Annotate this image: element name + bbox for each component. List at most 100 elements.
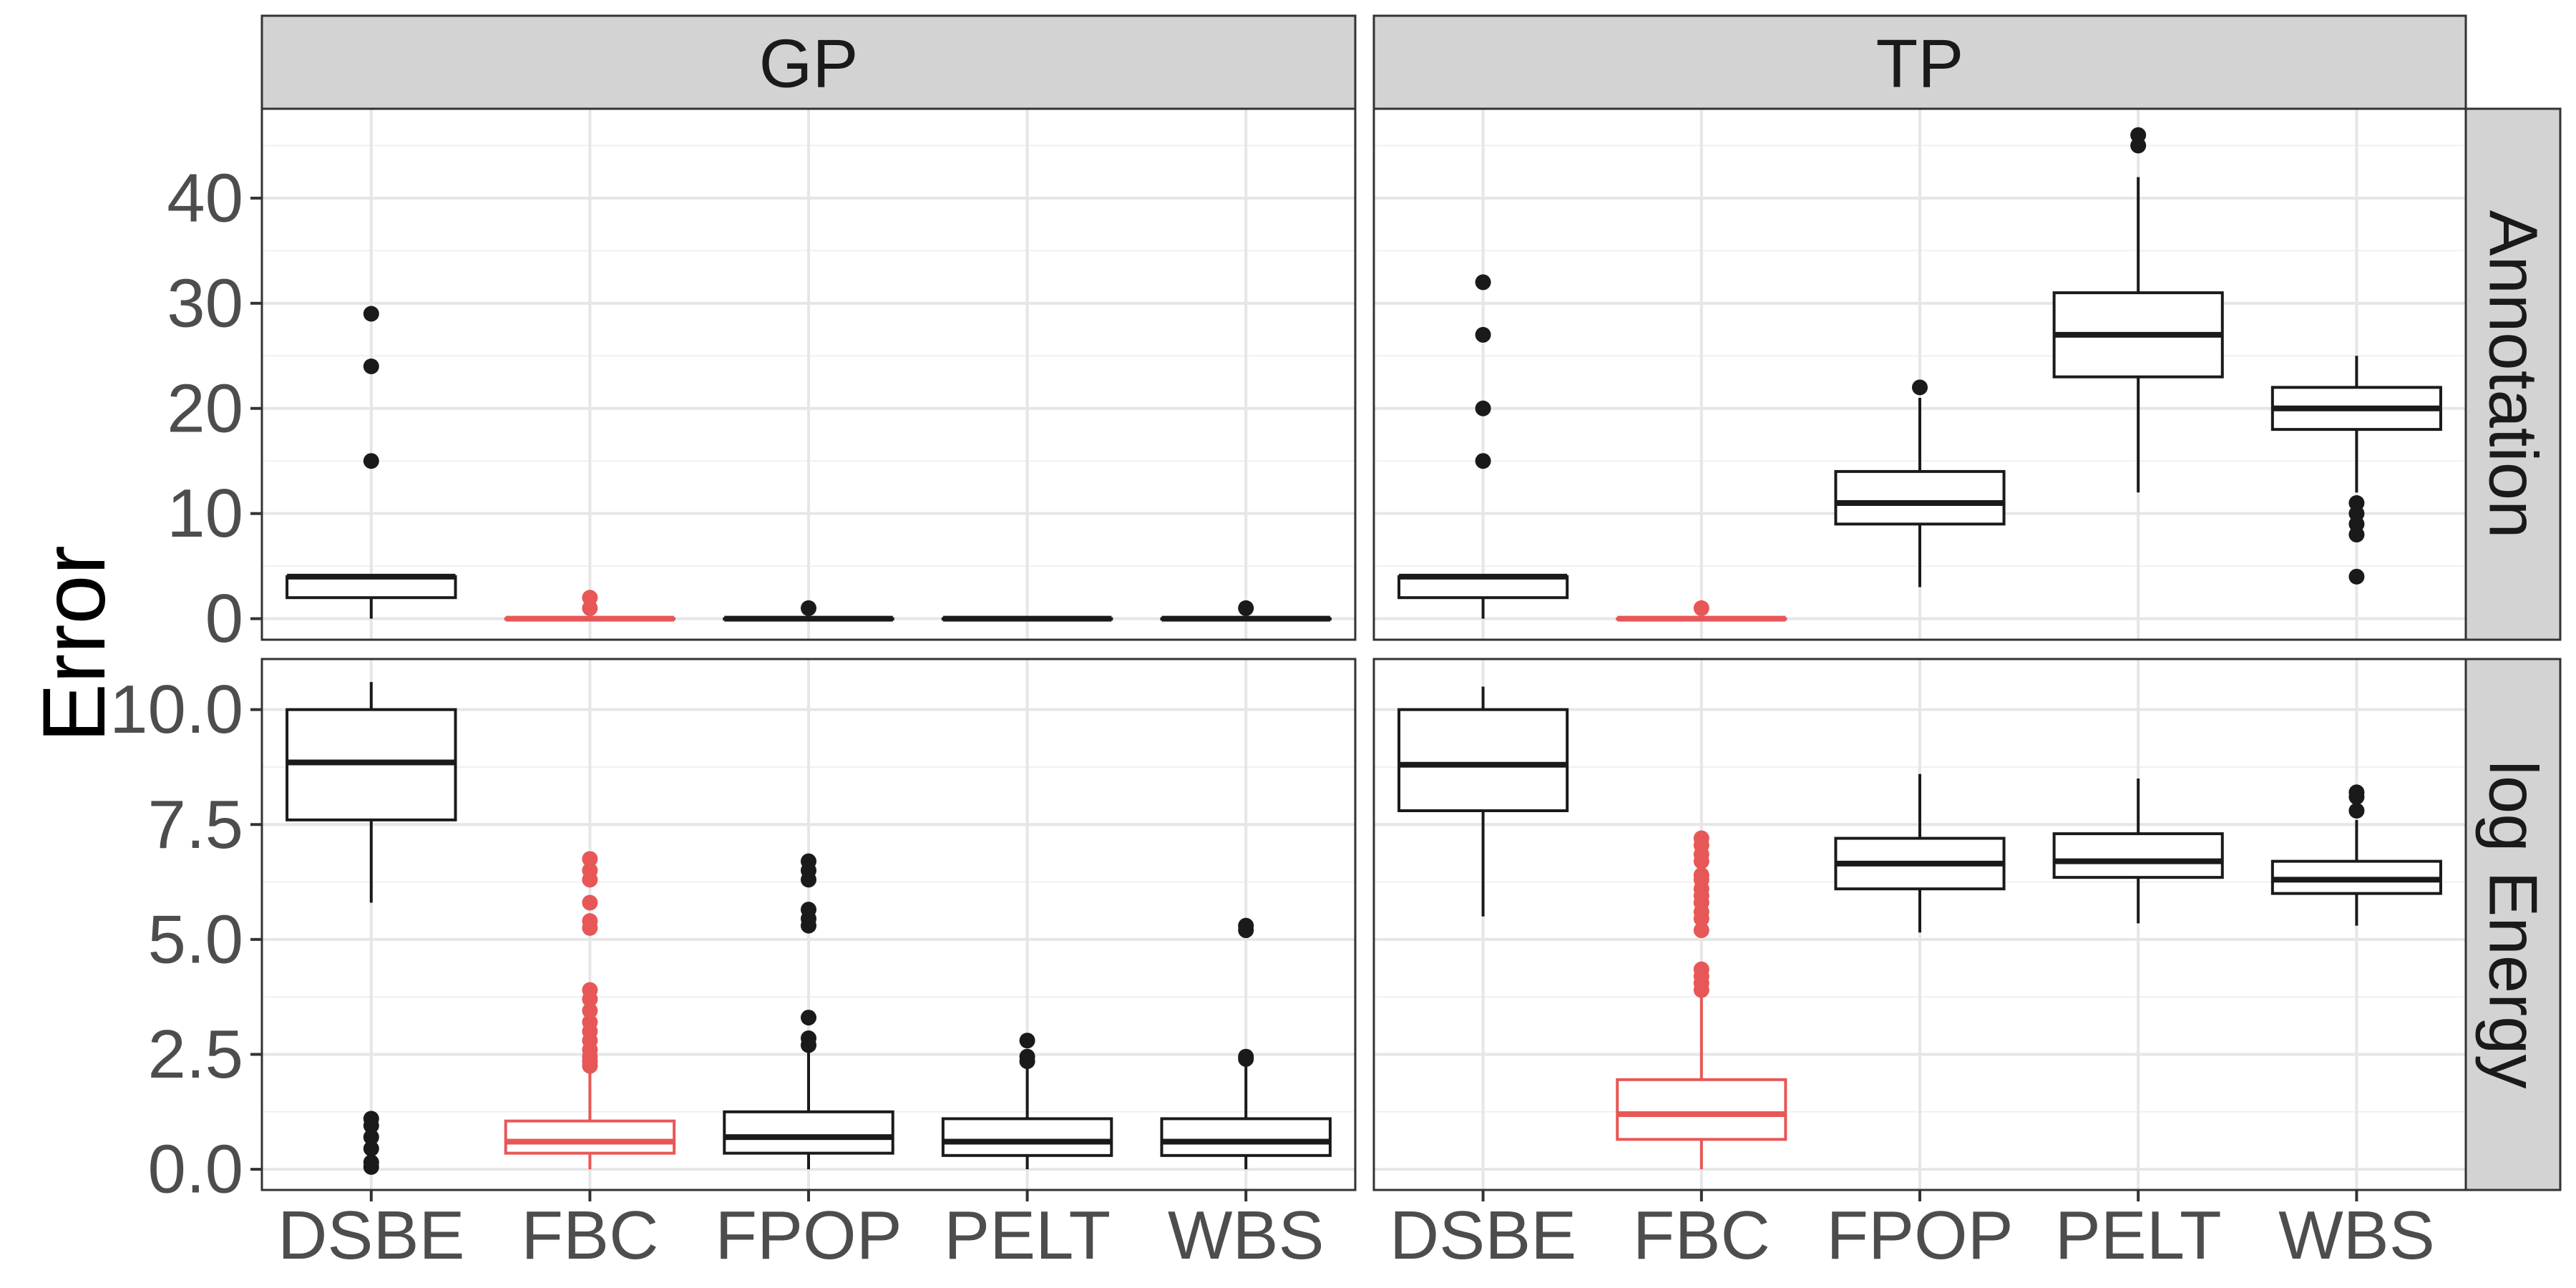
y-tick-label-log-energy: 5.0 bbox=[148, 901, 243, 977]
outlier-point bbox=[1475, 274, 1491, 291]
outlier-point bbox=[363, 453, 379, 469]
box-body bbox=[1160, 1117, 1332, 1157]
x-tick-label-wbs: WBS bbox=[2278, 1197, 2435, 1274]
box-wbs-tp-log-energy bbox=[2270, 784, 2442, 926]
box-body bbox=[1397, 708, 1569, 813]
panel-gp-log-energy bbox=[260, 658, 1357, 1191]
y-tick-label-log-energy: 0.0 bbox=[148, 1131, 243, 1208]
outlier-point bbox=[1475, 400, 1491, 416]
outlier-point bbox=[1475, 326, 1491, 343]
outlier-point bbox=[363, 358, 379, 374]
outlier-point bbox=[582, 590, 598, 606]
outlier-point bbox=[1019, 1048, 1035, 1065]
outlier-point bbox=[363, 1129, 379, 1146]
axis-layer: 0 10 20 30 40 0.0 2.5 5.0 7.5 10.0 DSBE FBC FPOP PELT… bbox=[109, 160, 2435, 1274]
outlier-point bbox=[2348, 494, 2365, 511]
outlier-point bbox=[1693, 922, 1709, 939]
x-tick-label-fpop: FPOP bbox=[715, 1197, 902, 1274]
y-tick-label-log-energy: 10.0 bbox=[109, 671, 243, 748]
box-fbc-gp-log-energy bbox=[504, 851, 676, 1170]
box-body bbox=[504, 1119, 676, 1155]
strip-row-annotation: Annotation bbox=[2464, 107, 2562, 641]
outlier-point bbox=[582, 851, 598, 867]
strip-background bbox=[2464, 658, 2562, 1191]
outlier-point bbox=[801, 853, 816, 869]
box-pelt-gp-log-energy bbox=[941, 1033, 1113, 1170]
panel-gp-annotation bbox=[260, 107, 1357, 641]
strip-background bbox=[2464, 107, 2562, 641]
outlier-point bbox=[1019, 1033, 1035, 1049]
outlier-point bbox=[582, 1002, 598, 1019]
strip-background bbox=[260, 14, 1357, 110]
x-tick-label-fbc: FBC bbox=[521, 1197, 658, 1274]
outlier-point bbox=[1912, 379, 1928, 396]
box-wbs-tp-annotation bbox=[2270, 356, 2442, 585]
box-body bbox=[1834, 469, 2006, 526]
x-tick-label-fpop: FPOP bbox=[1826, 1197, 2013, 1274]
outlier-point bbox=[1693, 867, 1709, 883]
outlier-point bbox=[582, 913, 598, 930]
panel-tp-annotation bbox=[1372, 107, 2467, 641]
box-dsbe-tp-annotation bbox=[1397, 274, 1569, 619]
y-tick-label-annotation: 0 bbox=[205, 580, 243, 657]
panel-layer bbox=[260, 107, 2467, 1191]
outlier-point bbox=[1693, 600, 1709, 616]
box-pelt-tp-annotation bbox=[2052, 127, 2224, 493]
outlier-point bbox=[801, 902, 816, 918]
outlier-point bbox=[363, 1111, 379, 1127]
box-fpop-tp-annotation bbox=[1834, 379, 2006, 587]
x-tick-label-pelt: PELT bbox=[2055, 1197, 2222, 1274]
x-tick-label-fbc: FBC bbox=[1633, 1197, 1770, 1274]
outlier-point bbox=[801, 1030, 816, 1046]
box-body bbox=[941, 1117, 1113, 1157]
x-tick-label-pelt: PELT bbox=[944, 1197, 1111, 1274]
outlier-point bbox=[1475, 453, 1491, 469]
box-fbc-tp-annotation bbox=[1616, 600, 1787, 622]
y-tick-label-log-energy: 7.5 bbox=[148, 786, 243, 863]
outlier-point bbox=[363, 306, 379, 322]
strip-layer: Annotation log Energy GP TP bbox=[260, 14, 2562, 1191]
strip-row-log-energy: log Energy bbox=[2464, 658, 2562, 1191]
strip-label-annotation: Annotation bbox=[2475, 210, 2552, 538]
box-body bbox=[723, 1110, 894, 1155]
box-dsbe-gp-annotation bbox=[286, 306, 457, 619]
box-body bbox=[1397, 575, 1569, 600]
strip-label-log-energy: log Energy bbox=[2475, 761, 2552, 1089]
outlier-point bbox=[582, 1014, 598, 1030]
outlier-point bbox=[2348, 784, 2365, 801]
box-pelt-tp-log-energy bbox=[2052, 779, 2224, 924]
outlier-point bbox=[1693, 961, 1709, 977]
strip-column-tp: TP bbox=[1372, 14, 2467, 110]
outlier-point bbox=[2348, 568, 2365, 585]
box-wbs-gp-log-energy bbox=[1160, 917, 1332, 1170]
box-dsbe-gp-log-energy bbox=[286, 682, 457, 1175]
box-fbc-tp-log-energy bbox=[1616, 830, 1787, 1170]
strip-column-gp: GP bbox=[260, 14, 1357, 110]
box-body bbox=[1616, 1078, 1787, 1141]
x-tick-label-dsbe: DSBE bbox=[278, 1197, 464, 1274]
outlier-point bbox=[1693, 830, 1709, 847]
strip-label-gp: GP bbox=[759, 26, 859, 102]
outlier-point bbox=[2348, 803, 2365, 819]
box-fbc-gp-annotation bbox=[504, 590, 676, 622]
y-tick-label-annotation: 20 bbox=[167, 370, 243, 447]
box-fpop-gp-annotation bbox=[723, 600, 894, 622]
outlier-point bbox=[582, 982, 598, 998]
y-tick-label-annotation: 10 bbox=[167, 475, 243, 552]
box-fpop-gp-log-energy bbox=[723, 853, 894, 1170]
box-body bbox=[2052, 832, 2224, 879]
outlier-point bbox=[801, 600, 816, 616]
box-dsbe-tp-log-energy bbox=[1397, 686, 1569, 917]
x-tick-label-dsbe: DSBE bbox=[1390, 1197, 1576, 1274]
outlier-point bbox=[1238, 600, 1254, 616]
strip-background bbox=[1372, 14, 2467, 110]
box-body bbox=[286, 575, 457, 600]
y-tick-label-annotation: 30 bbox=[167, 265, 243, 341]
outlier-point bbox=[582, 894, 598, 911]
y-tick-label-annotation: 40 bbox=[167, 160, 243, 236]
outlier-point bbox=[1238, 917, 1254, 934]
outlier-point bbox=[582, 862, 598, 879]
box-wbs-gp-annotation bbox=[1160, 600, 1332, 622]
outlier-point bbox=[363, 1154, 379, 1171]
